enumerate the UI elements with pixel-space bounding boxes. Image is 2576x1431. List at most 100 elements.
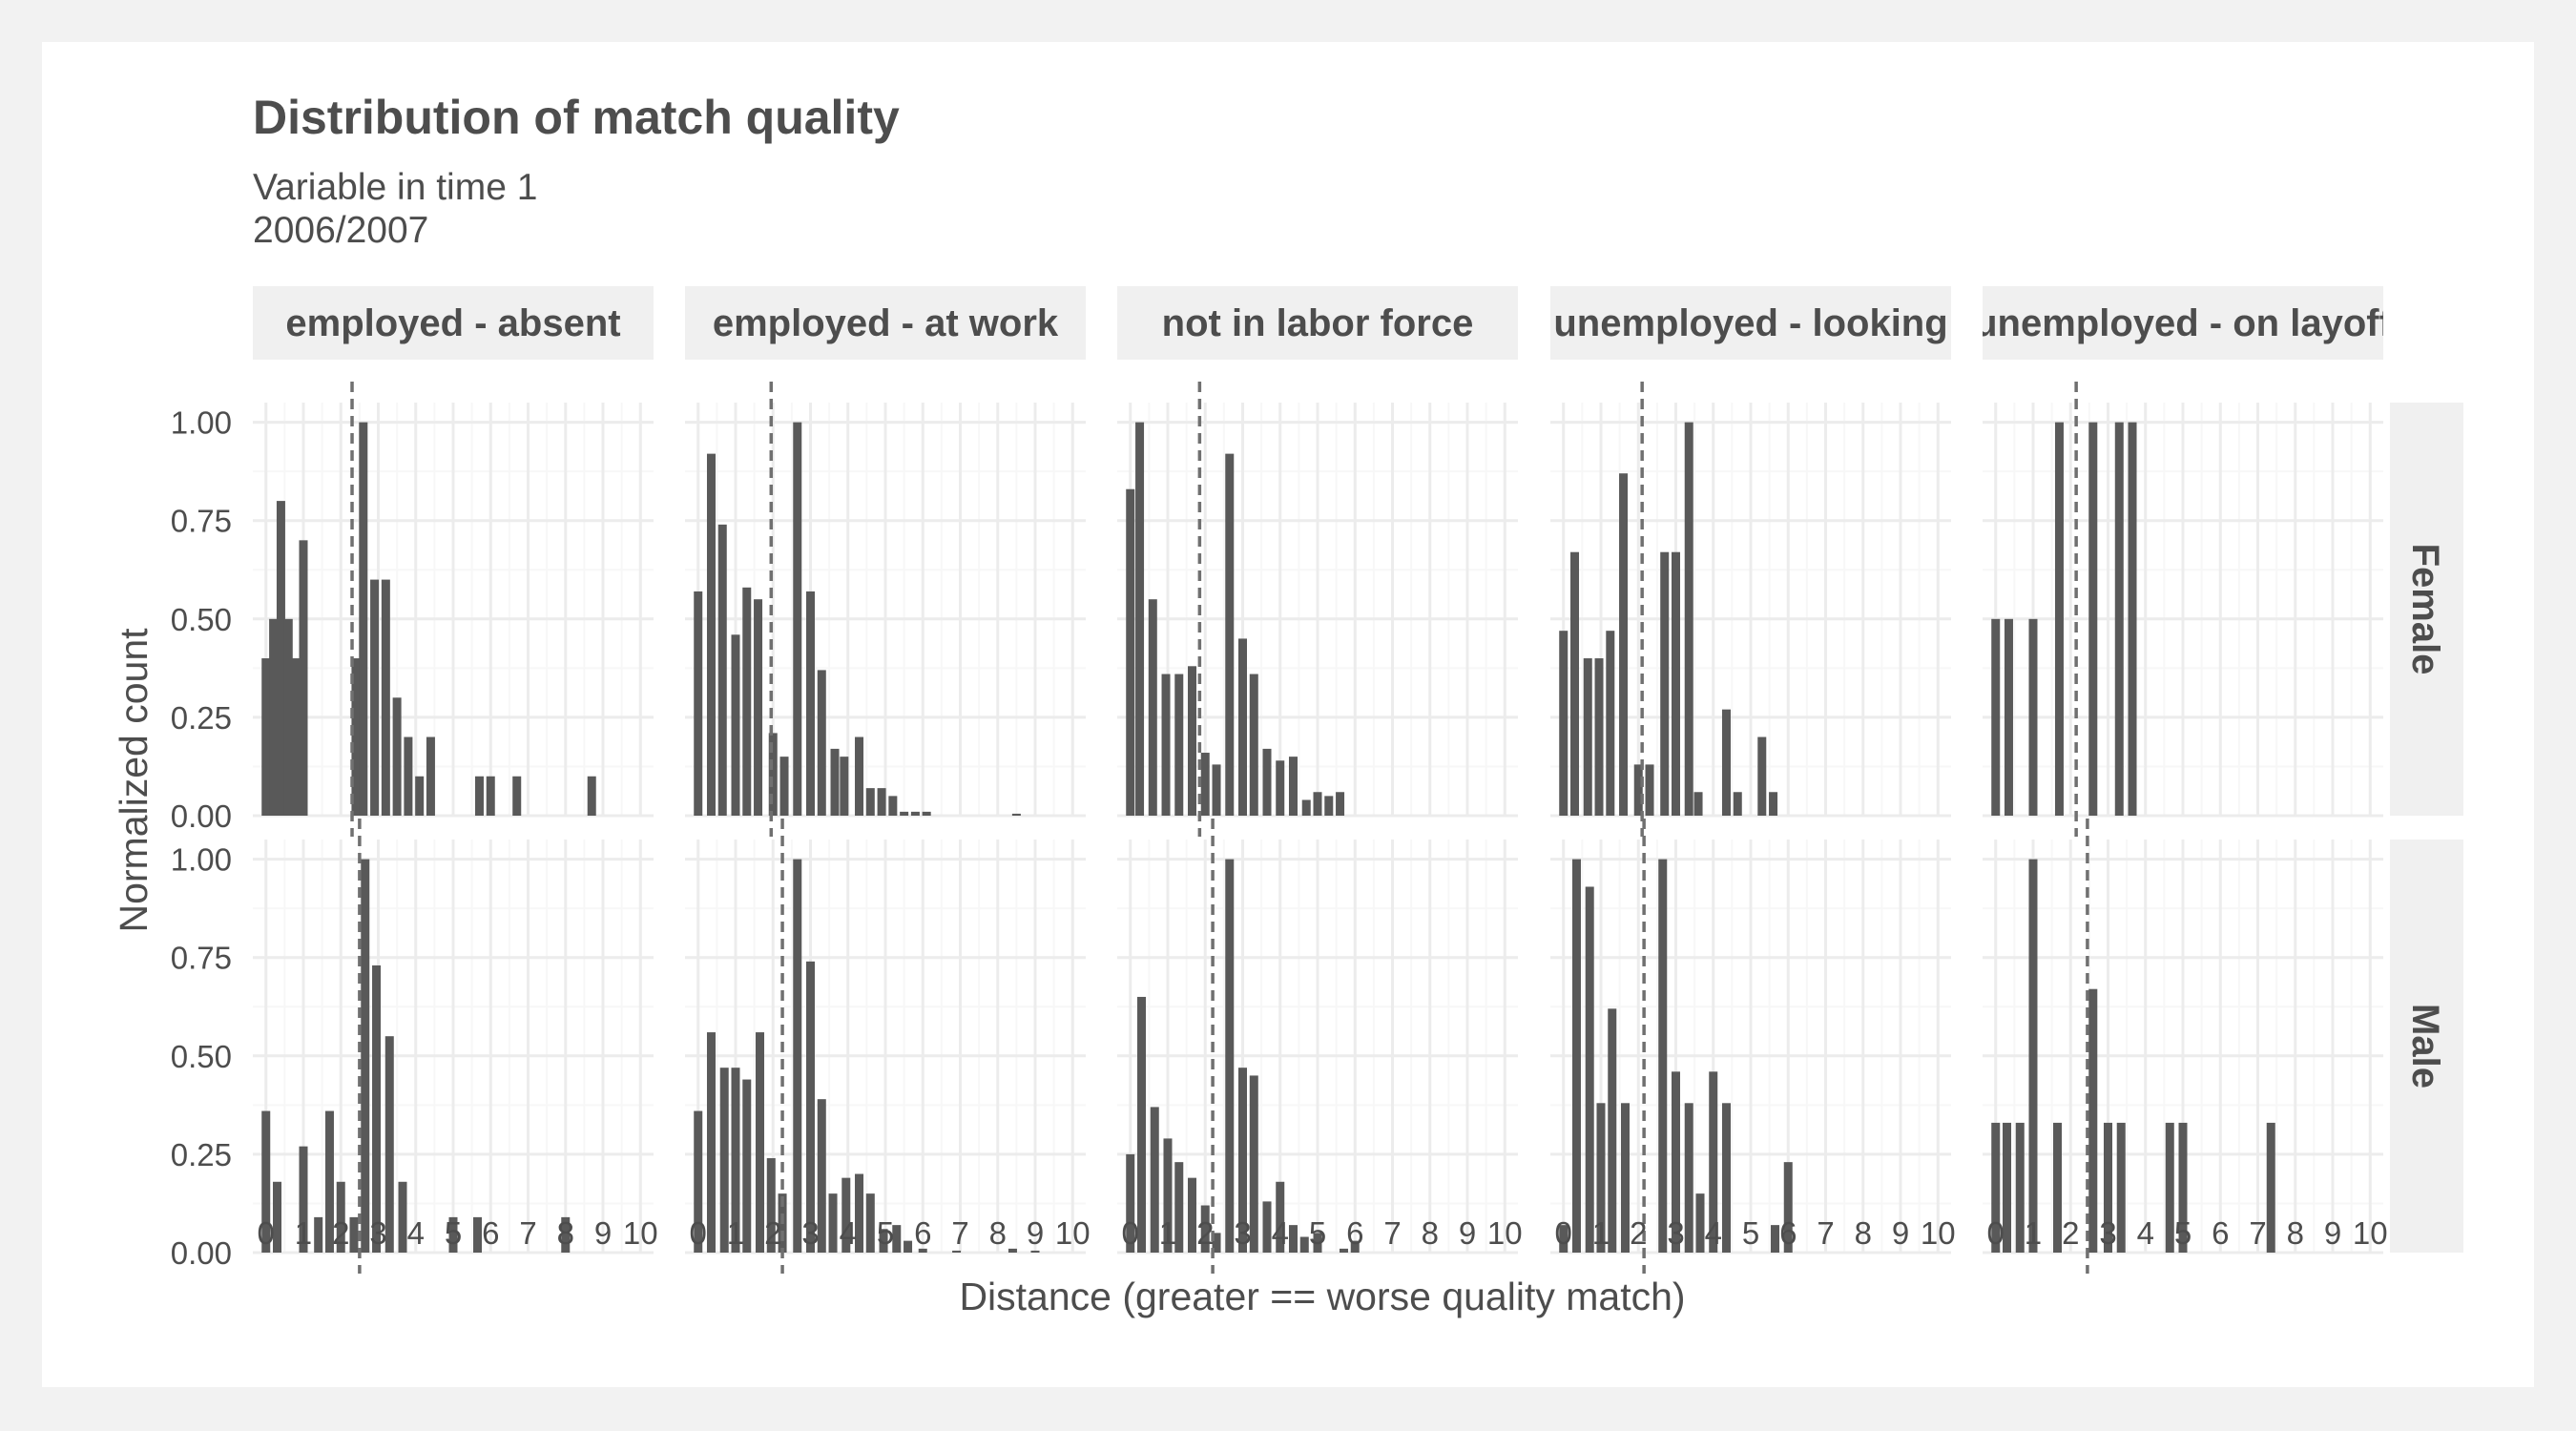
- histogram-bar: [2015, 1122, 2025, 1253]
- histogram-bar: [587, 776, 596, 816]
- column-strip: [1117, 286, 1518, 360]
- histogram-bar: [2103, 1122, 2112, 1253]
- x-tick-label: 3: [369, 1215, 386, 1251]
- histogram-bar: [1695, 1193, 1705, 1253]
- histogram-bar: [742, 587, 752, 816]
- chart-card: Distribution of match quality Variable i…: [42, 42, 2534, 1387]
- x-tick-label: 6: [2212, 1215, 2229, 1251]
- histogram-bar: [448, 1216, 458, 1253]
- y-tick-label: 0.25: [171, 700, 232, 736]
- histogram-bar: [1658, 859, 1668, 1253]
- histogram-bar: [1336, 792, 1345, 816]
- column-strip-label: not in labor force: [1162, 302, 1474, 344]
- histogram-bar: [2088, 422, 2098, 816]
- histogram-bar: [291, 658, 301, 816]
- histogram-bar: [1619, 473, 1629, 816]
- x-tick-label: 7: [2249, 1215, 2266, 1251]
- histogram-bar: [351, 658, 361, 816]
- histogram-bar: [359, 422, 368, 816]
- x-tick-label: 5: [1309, 1215, 1326, 1251]
- histogram-bar: [719, 1068, 729, 1253]
- histogram-bar: [1991, 1122, 2001, 1253]
- chart-subtitle-line-1: Variable in time 1: [253, 167, 537, 208]
- row-strip-label: Female: [2404, 544, 2446, 675]
- histogram-bar: [276, 501, 285, 816]
- histogram-bar: [1324, 796, 1334, 816]
- x-tick-label: 6: [914, 1215, 931, 1251]
- histogram-bar: [754, 599, 763, 816]
- histogram-bar: [1212, 764, 1221, 816]
- row-strip: [2390, 840, 2463, 1253]
- histogram-bar: [361, 859, 370, 1253]
- histogram-bar: [1771, 1225, 1780, 1253]
- y-axis-title: Normalized count: [112, 628, 156, 933]
- x-tick-label: 9: [1459, 1215, 1476, 1251]
- x-tick-label: 1: [1159, 1215, 1176, 1251]
- x-tick-label: 7: [951, 1215, 968, 1251]
- x-tick-label: 0: [1987, 1215, 2005, 1251]
- histogram-bar: [1671, 1071, 1680, 1253]
- histogram-bar: [2128, 422, 2137, 816]
- histogram-bar: [805, 591, 815, 816]
- histogram-bar: [1596, 1103, 1606, 1253]
- histogram-bar: [1262, 1201, 1272, 1253]
- x-tick-label: 2: [1196, 1215, 1214, 1251]
- x-tick-label: 3: [801, 1215, 819, 1251]
- facet-bar-chart: Distribution of match quality Variable i…: [112, 91, 2463, 1318]
- histogram-bar: [1276, 760, 1285, 816]
- x-tick-label: 6: [482, 1215, 499, 1251]
- histogram-bar: [384, 1036, 394, 1253]
- y-tick-label: 0.00: [171, 1235, 232, 1271]
- histogram-bar: [717, 524, 727, 816]
- y-tick-label: 0.75: [171, 504, 232, 539]
- histogram-bar: [1148, 599, 1157, 816]
- x-tick-label: 4: [1705, 1215, 1722, 1251]
- x-tick-label: 6: [1779, 1215, 1797, 1251]
- row-strip-label: Male: [2404, 1004, 2446, 1089]
- histogram-bar: [2054, 422, 2064, 816]
- histogram-bar: [1288, 757, 1298, 816]
- histogram-bar: [2088, 988, 2098, 1253]
- histogram-bar: [1594, 658, 1604, 816]
- histogram-bar: [904, 1240, 913, 1253]
- histogram-bar: [1150, 1107, 1159, 1253]
- histogram-bar: [1606, 631, 1615, 816]
- histogram-bar: [1288, 1225, 1298, 1253]
- column-strip-label: unemployed - on layoff: [1974, 302, 2392, 344]
- histogram-bar: [426, 736, 435, 816]
- histogram-bar: [1188, 1177, 1197, 1253]
- x-tick-label: 9: [1892, 1215, 1909, 1251]
- histogram-bar: [1249, 1075, 1258, 1253]
- histogram-bar: [1225, 859, 1235, 1253]
- histogram-bar: [817, 1099, 826, 1253]
- histogram-bar: [805, 961, 815, 1253]
- x-tick-label: 2: [332, 1215, 349, 1251]
- histogram-bar: [793, 422, 802, 816]
- histogram-bar: [1660, 551, 1670, 816]
- x-tick-label: 8: [1422, 1215, 1439, 1251]
- histogram-bar: [855, 1173, 864, 1253]
- histogram-bar: [1671, 551, 1680, 816]
- histogram-bar: [1608, 1008, 1617, 1253]
- histogram-bar: [273, 1181, 282, 1253]
- x-tick-label: 3: [1667, 1215, 1684, 1251]
- column-strip: [1550, 286, 1951, 360]
- x-tick-label: 9: [594, 1215, 612, 1251]
- histogram-bar: [1313, 1233, 1322, 1253]
- histogram-bar: [269, 618, 279, 816]
- histogram-bar: [1262, 748, 1272, 816]
- histogram-bar: [1757, 736, 1767, 816]
- histogram-bar: [865, 1193, 875, 1253]
- histogram-bar: [793, 859, 802, 1253]
- histogram-bar: [1709, 1071, 1718, 1253]
- histogram-bar: [1126, 1153, 1135, 1253]
- histogram-bar: [512, 776, 522, 816]
- histogram-bar: [731, 634, 740, 816]
- histogram-bar: [1313, 792, 1322, 816]
- histogram-bar: [1030, 1250, 1040, 1253]
- histogram-bar: [299, 1146, 308, 1253]
- y-tick-label: 0.00: [171, 798, 232, 834]
- histogram-bar: [1276, 1181, 1285, 1253]
- histogram-bar: [261, 1110, 271, 1253]
- histogram-bar: [372, 964, 382, 1253]
